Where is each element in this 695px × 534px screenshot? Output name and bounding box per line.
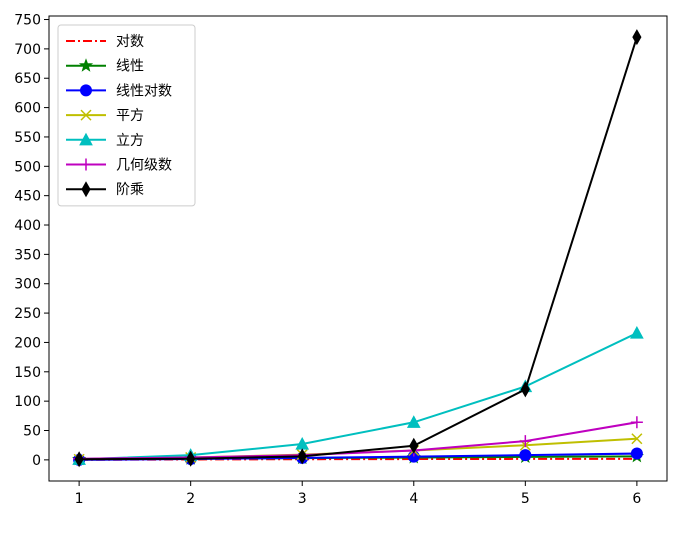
legend-item-4: 立方: [66, 132, 144, 149]
legend-item-5: 几何级数: [66, 158, 172, 174]
series-6: [74, 29, 642, 468]
y-tick-label-4: 200: [14, 335, 41, 351]
y-tick-label-1: 50: [23, 424, 41, 440]
legend-marker-3: [80, 109, 92, 121]
y-tick-label-14: 700: [14, 42, 41, 58]
data-point-s6-1: [186, 450, 196, 467]
y-tick-label-0: 0: [32, 453, 41, 469]
legend-item-0: 对数: [66, 34, 144, 50]
axes-frame: [48, 15, 668, 482]
data-point-s5-4: [519, 435, 532, 448]
y-tick-label-2: 100: [14, 394, 41, 410]
legend-label-0: 对数: [116, 34, 144, 50]
data-point-s6-0: [74, 451, 84, 468]
legend-label-3: 平方: [116, 108, 144, 124]
legend-marker-4: [79, 132, 93, 146]
legend-label-6: 阶乘: [116, 182, 144, 198]
series-line-4: [79, 332, 638, 461]
legend-marker-6: [81, 181, 91, 198]
y-tick-label-3: 150: [14, 365, 41, 381]
legend-label-2: 线性对数: [116, 83, 172, 99]
axes-layer: 1 2 3 4 5 6 0 50 100 150 200 250 300 350 400 450 500 550 6…: [14, 13, 668, 507]
legend-marker-5: [80, 158, 92, 171]
data-point-s4-5: [630, 325, 644, 339]
y-tick-label-11: 550: [14, 130, 41, 146]
data-point-s3-5: [631, 433, 643, 445]
x-tick-label-0: 1: [75, 491, 84, 507]
data-point-s6-3: [409, 437, 419, 454]
y-tick-label-8: 400: [14, 218, 41, 234]
data-point-s5-5: [630, 416, 643, 429]
series-line-6: [79, 36, 638, 461]
legend-marker-1: [78, 58, 94, 72]
y-tick-label-9: 450: [14, 189, 41, 205]
x-tick-label-4: 5: [521, 491, 530, 507]
y-tick-label-13: 650: [14, 71, 41, 87]
legend-item-1: 线性: [66, 58, 144, 75]
legend-label-5: 几何级数: [116, 158, 172, 174]
legend-box: [57, 24, 196, 207]
data-layer: [72, 29, 644, 468]
x-tick-label-5: 6: [632, 491, 641, 507]
y-tick-label-7: 350: [14, 247, 41, 263]
y-tick-label-15: 750: [14, 13, 41, 29]
legend-item-6: 阶乘: [66, 181, 144, 198]
y-tick-label-12: 600: [14, 101, 41, 117]
y-tick-label-5: 250: [14, 306, 41, 322]
y-tick-label-10: 500: [14, 159, 41, 175]
legend-label-1: 线性: [116, 59, 144, 75]
data-point-s4-3: [406, 415, 421, 428]
x-tick-label-1: 2: [186, 491, 195, 507]
data-point-s2-4: [519, 449, 532, 462]
series-line-5: [79, 421, 638, 460]
legend-item-3: 平方: [66, 108, 144, 124]
x-tick-label-2: 3: [298, 491, 307, 507]
x-tick-label-3: 4: [409, 491, 418, 507]
data-point-s6-4: [520, 381, 530, 398]
y-tick-label-6: 300: [14, 277, 41, 293]
data-point-s6-2: [297, 448, 307, 465]
legend-marker-2: [80, 84, 92, 97]
data-point-s6-5: [632, 29, 642, 46]
data-point-s2-5: [630, 447, 643, 460]
legend-item-2: 线性对数: [66, 83, 172, 99]
legend-label-4: 立方: [116, 133, 144, 149]
